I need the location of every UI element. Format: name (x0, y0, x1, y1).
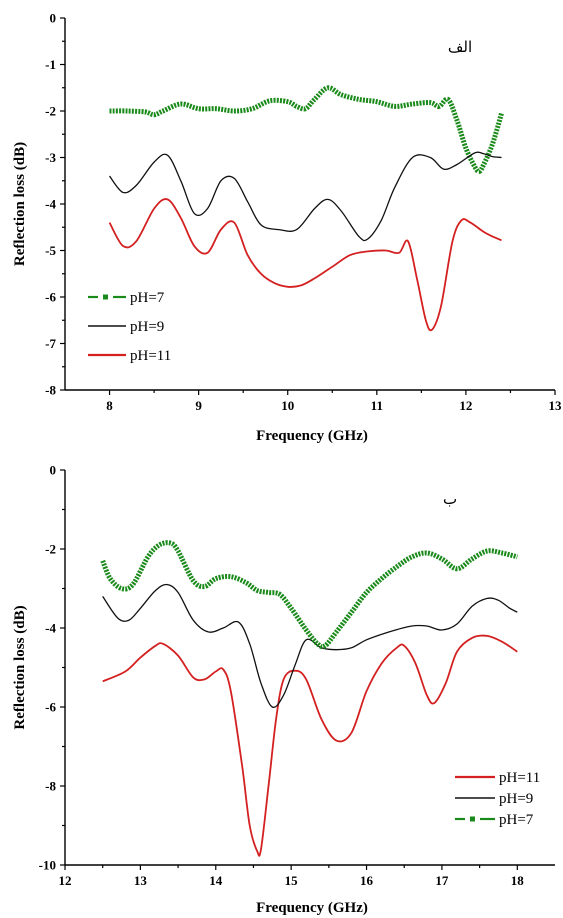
x-tick-label: 17 (435, 873, 449, 888)
x-tick-label: 16 (360, 873, 374, 888)
panel-label: الف (448, 38, 472, 56)
y-tick-label: -6 (45, 290, 56, 305)
y-tick-label: -4 (45, 197, 56, 212)
series-line-ph9 (108, 151, 502, 242)
legend-marker (103, 294, 108, 300)
y-tick-label: -8 (45, 383, 56, 398)
series-line-ph9 (102, 583, 518, 708)
x-tick-label: 8 (106, 398, 113, 413)
series-line-ph7 (109, 85, 504, 174)
y-tick-label: -6 (45, 700, 56, 715)
chart-panel-a: 0 -1 -2 -3 -4 -5 -6 -7 -8 8 9 10 11 12 13 Frequency (GH… (12, 11, 562, 445)
y-tick-label: -10 (39, 858, 56, 873)
x-tick-label: 10 (281, 398, 294, 413)
series-line-ph11 (108, 198, 502, 332)
y-tick-label: -7 (45, 336, 56, 351)
x-axis-title: Frequency (GHz) (256, 900, 368, 916)
y-axis-title: Reflection loss (dB) (12, 605, 28, 729)
y-axis-title: Reflection loss (dB) (12, 142, 28, 266)
y-tick-label: 0 (50, 11, 57, 26)
y-tick-label: -3 (45, 150, 56, 165)
x-tick-label: 18 (511, 873, 525, 888)
x-tick-label: 13 (549, 398, 563, 413)
y-tick-label: -2 (45, 542, 56, 557)
x-tick-label: 12 (459, 398, 472, 413)
series-line-ph7 (100, 540, 518, 650)
legend-label: pH=9 (130, 319, 164, 335)
y-tick-label: -4 (45, 621, 56, 636)
x-tick-label: 11 (371, 398, 383, 413)
y-tick-label: -1 (45, 57, 56, 72)
legend-marker (470, 816, 475, 822)
y-tick-label: 0 (50, 463, 57, 478)
legend-label: pH=11 (499, 770, 540, 786)
legend-label: pH=7 (499, 812, 534, 828)
x-axis-title: Frequency (GHz) (256, 428, 368, 444)
x-tick-label: 9 (195, 398, 202, 413)
legend-label: pH=7 (130, 290, 165, 306)
legend-label: pH=9 (499, 791, 533, 807)
y-tick-label: -8 (45, 779, 56, 794)
x-tick-label: 13 (134, 873, 148, 888)
y-tick-label: -5 (45, 243, 56, 258)
x-tick-label: 14 (209, 873, 223, 888)
legend-label: pH=11 (130, 348, 171, 364)
x-tick-label: 15 (285, 873, 299, 888)
panel-label: ب (443, 490, 457, 508)
series-line-ph11 (102, 634, 518, 857)
y-tick-label: -2 (45, 104, 56, 119)
x-tick-label: 12 (59, 873, 72, 888)
